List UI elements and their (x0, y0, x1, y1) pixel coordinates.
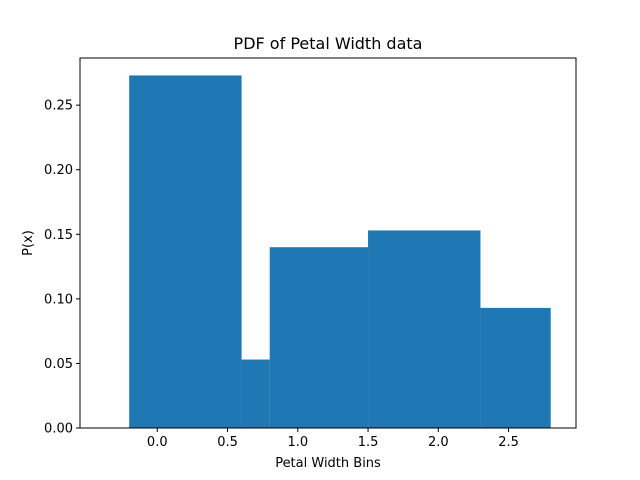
x-tick-label: 2.5 (498, 435, 519, 450)
y-tick-label: 0.00 (44, 422, 73, 437)
x-tick-label: 0.0 (147, 435, 168, 450)
chart-title: PDF of Petal Width data (234, 34, 423, 53)
y-tick-label: 0.20 (44, 163, 73, 178)
x-tick-label: 1.5 (358, 435, 379, 450)
y-tick-label: 0.15 (44, 228, 73, 243)
histogram-bar-0 (129, 75, 242, 428)
y-axis-ticks: 0.00 0.05 0.10 0.15 0.20 0.25 (44, 99, 80, 437)
x-tick-label: 2.0 (428, 435, 449, 450)
histogram-bar-2 (269, 247, 369, 428)
x-tick-label: 1.0 (287, 435, 308, 450)
y-tick-label: 0.05 (44, 357, 73, 372)
plot-frame (79, 57, 577, 429)
y-tick-label: 0.10 (44, 292, 73, 307)
histogram-bar-4 (480, 307, 551, 428)
histogram-bar-1 (241, 359, 270, 428)
x-tick-label: 0.5 (217, 435, 238, 450)
x-axis-ticks: 0.0 0.5 1.0 1.5 2.0 2.5 (147, 428, 519, 450)
y-tick-label: 0.25 (44, 99, 73, 114)
bars-group (129, 75, 551, 428)
y-axis-label: P(x) (21, 230, 36, 256)
x-axis-label: Petal Width Bins (275, 456, 381, 471)
histogram-bar-3 (368, 230, 481, 428)
